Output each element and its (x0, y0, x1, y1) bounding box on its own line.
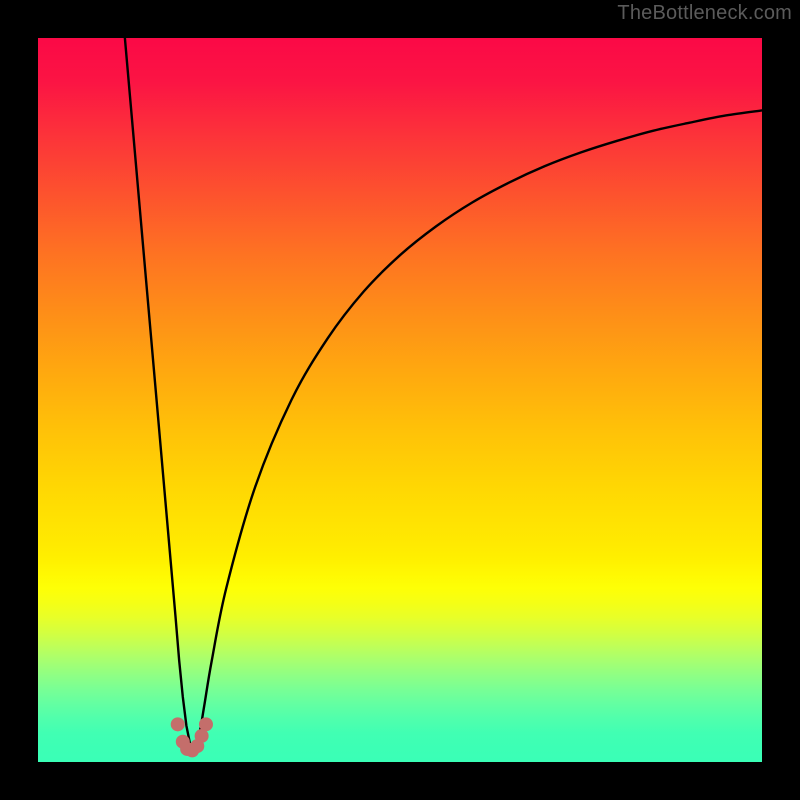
plot-area (38, 38, 762, 762)
watermark-text: TheBottleneck.com (617, 2, 792, 25)
gradient-background (38, 38, 762, 762)
data-marker (199, 717, 213, 731)
figure-root: TheBottleneck.com (0, 0, 800, 800)
plot-svg (38, 38, 762, 762)
data-marker (171, 717, 185, 731)
